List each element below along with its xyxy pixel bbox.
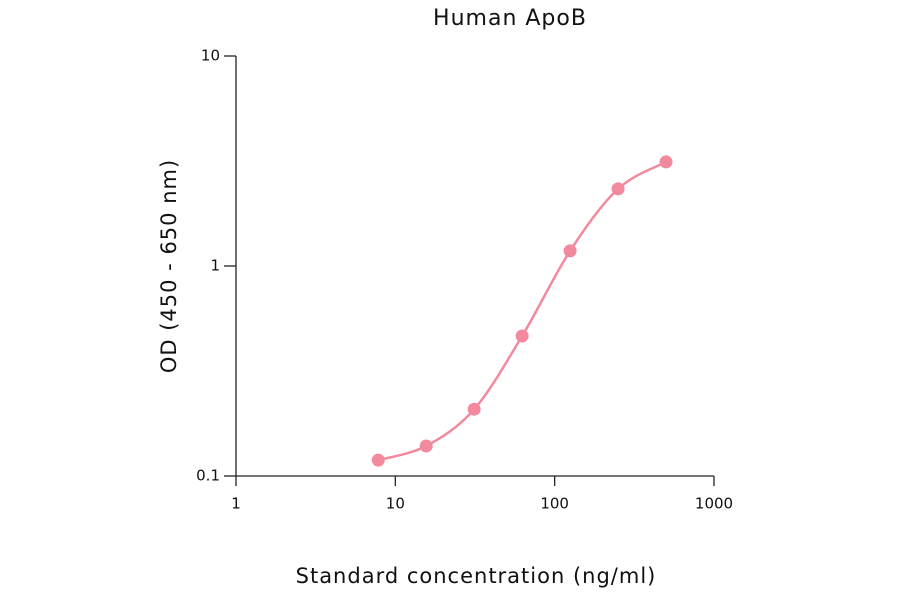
y-tick-label: 1 xyxy=(210,257,220,275)
y-axis-title: OD (450 - 650 nm) xyxy=(157,159,181,373)
data-point xyxy=(419,439,433,453)
data-point xyxy=(515,329,529,343)
data-point xyxy=(371,453,385,467)
x-axis-title: Standard concentration (ng/ml) xyxy=(296,564,657,588)
data-point xyxy=(563,244,577,258)
x-tick-label: 1000 xyxy=(695,495,733,513)
data-point xyxy=(611,182,625,196)
x-tick-label: 100 xyxy=(540,495,569,513)
y-tick-label: 0.1 xyxy=(196,467,220,485)
fit-curve xyxy=(377,160,667,462)
chart-title: Human ApoB xyxy=(433,6,587,31)
data-point xyxy=(659,155,673,169)
x-tick-label: 1 xyxy=(231,495,241,513)
x-tick-label: 10 xyxy=(386,495,405,513)
data-point xyxy=(467,402,481,416)
y-tick-label: 10 xyxy=(201,47,220,65)
